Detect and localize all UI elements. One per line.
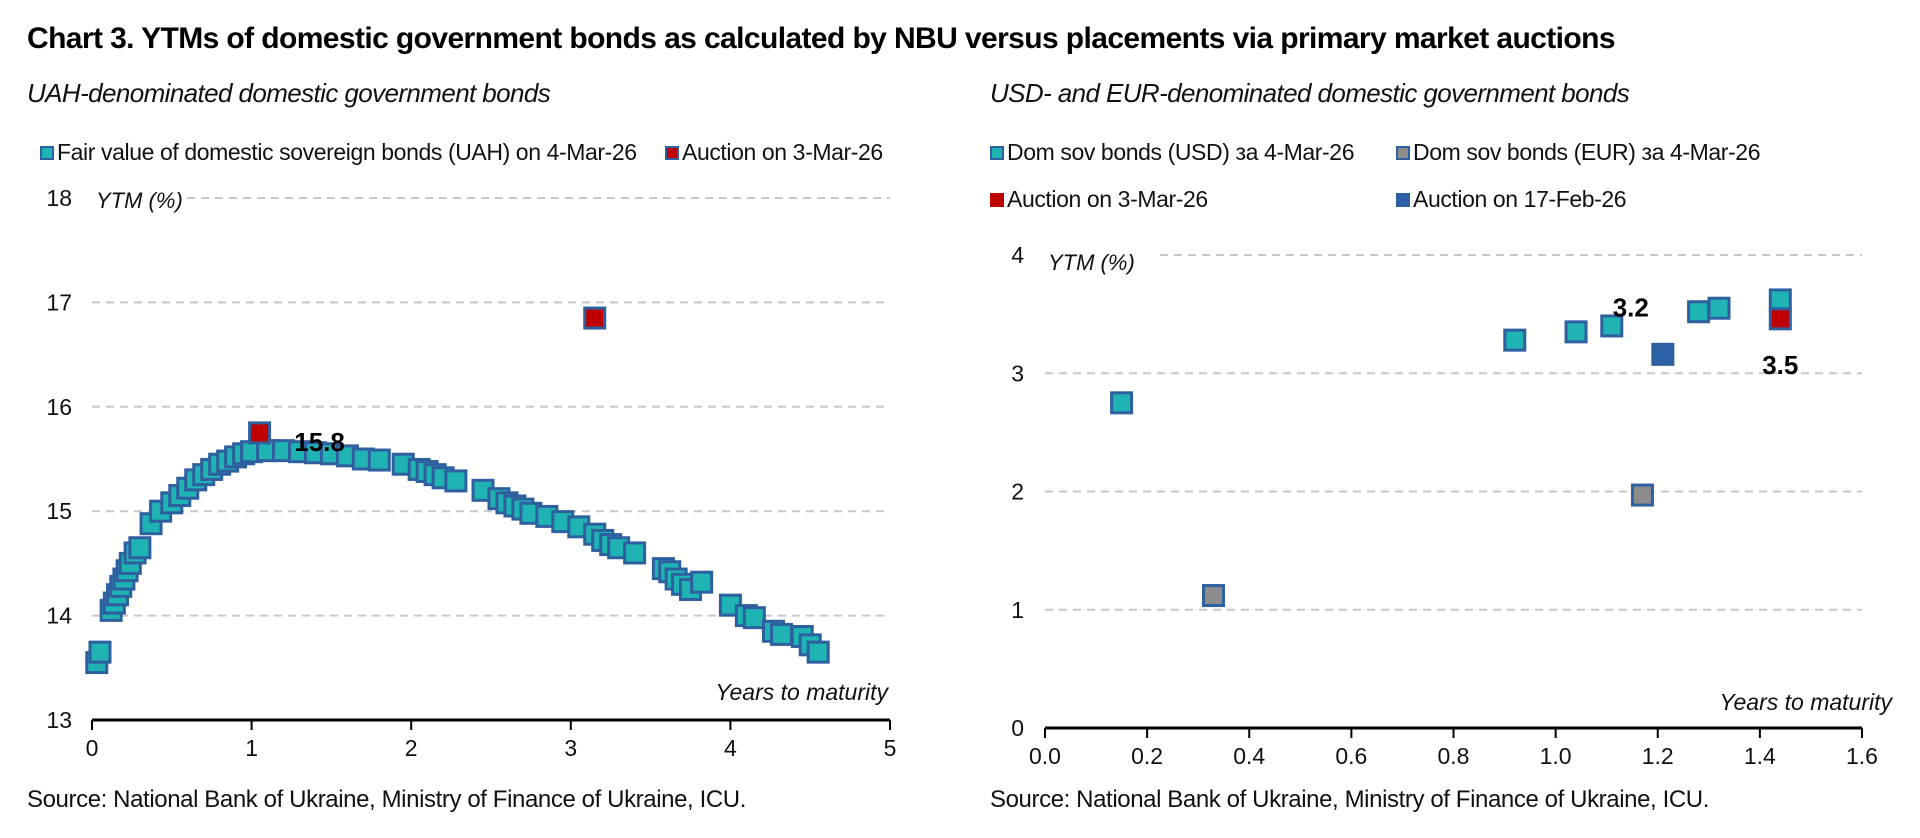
- right-legend-eur: Dom sov bonds (EUR) за 4-Mar-26: [1396, 139, 1760, 166]
- x-tick-label: 1.4: [1744, 743, 1776, 769]
- data-point-teal: [1600, 314, 1624, 338]
- data-point-teal: [742, 606, 766, 630]
- x-tick-label: 1.0: [1540, 743, 1572, 769]
- gray-square-icon: [1396, 145, 1410, 160]
- x-tick-label: 2: [405, 735, 418, 761]
- x-tick-label: 0.4: [1233, 743, 1265, 769]
- data-point-teal: [769, 622, 793, 646]
- right-legend-usd-label: Dom sov bonds (USD) за 4-Mar-26: [1007, 139, 1355, 165]
- y-tick-label: 14: [46, 603, 72, 629]
- left-legend-auction-label: Auction on 3-Mar-26: [682, 139, 883, 165]
- right-legend-auction-feb-label: Auction on 17-Feb-26: [1413, 186, 1627, 212]
- data-point-teal: [623, 541, 647, 565]
- left-legend-auction: Auction on 3-Mar-26: [665, 139, 883, 166]
- x-tick-label: 1: [245, 735, 258, 761]
- data-point-teal: [1503, 328, 1527, 352]
- right-legend-auction-mar-label: Auction on 3-Mar-26: [1007, 186, 1208, 212]
- y-tick-label: 3: [1011, 360, 1024, 386]
- right-legend-auction-feb: Auction on 17-Feb-26: [1396, 186, 1627, 213]
- red-square-icon: [990, 192, 1004, 207]
- y-axis-label: YTM (%): [1048, 250, 1135, 275]
- chart-uah-plot: 13 14 15 16 17 18 0 1 2 3 4 5 YTM (%) Years to maturi…: [46, 185, 896, 761]
- data-point-teal: [1564, 320, 1588, 344]
- x-axis-label: Years to maturity: [715, 679, 889, 705]
- y-tick-label: 15: [46, 498, 72, 524]
- x-tick-label: 5: [884, 735, 897, 761]
- data-point-teal: [806, 640, 830, 664]
- data-point-red: [583, 306, 607, 330]
- teal-square-icon: [990, 145, 1004, 160]
- data-point-teal: [1687, 300, 1711, 324]
- left-legend-fair-value-label: Fair value of domestic sovereign bonds (…: [57, 139, 637, 165]
- data-point-teal: [1768, 288, 1792, 312]
- data-point-gray: [1630, 483, 1654, 507]
- data-point-teal: [690, 570, 714, 594]
- data-point-teal: [1110, 391, 1134, 415]
- right-chart-source: Source: National Bank of Ukraine, Minist…: [990, 786, 1709, 813]
- x-tick-label: 3: [564, 735, 577, 761]
- y-tick-label: 17: [46, 289, 72, 315]
- data-label: 3.5: [1762, 350, 1798, 380]
- chart-title: Chart 3. YTMs of domestic government bon…: [27, 22, 1616, 55]
- red-square-icon: [665, 145, 679, 160]
- data-point-teal: [444, 469, 468, 493]
- x-tick-label: 0.2: [1131, 743, 1163, 769]
- y-tick-label: 18: [46, 185, 72, 211]
- left-chart-subtitle: UAH-denominated domestic government bond…: [27, 78, 551, 108]
- x-tick-label: 0.6: [1335, 743, 1367, 769]
- data-point-teal: [88, 640, 112, 664]
- y-tick-label: 13: [46, 707, 72, 733]
- y-tick-label: 2: [1011, 479, 1024, 505]
- data-point-red: [1768, 307, 1792, 331]
- data-label: 3.2: [1613, 292, 1649, 322]
- y-tick-label: 1: [1011, 597, 1024, 623]
- x-tick-label: 0: [86, 735, 99, 761]
- x-axis-label: Years to maturity: [1719, 689, 1893, 715]
- blue-square-icon: [1396, 192, 1410, 207]
- x-tick-label: 0.0: [1029, 743, 1061, 769]
- y-tick-label: 16: [46, 394, 72, 420]
- data-label: 15.8: [294, 427, 345, 457]
- right-legend-usd: Dom sov bonds (USD) за 4-Mar-26: [990, 139, 1354, 166]
- x-tick-label: 4: [724, 735, 737, 761]
- left-chart-source: Source: National Bank of Ukraine, Minist…: [27, 786, 746, 813]
- left-legend-fair-value: Fair value of domestic sovereign bonds (…: [40, 139, 637, 166]
- y-tick-label: 0: [1011, 715, 1024, 741]
- right-chart-subtitle: USD- and EUR-denominated domestic govern…: [990, 78, 1630, 108]
- data-point-teal: [1707, 296, 1731, 320]
- data-point-gray: [1202, 584, 1226, 608]
- right-legend-auction-mar: Auction on 3-Mar-26: [990, 186, 1208, 213]
- x-tick-label: 1.6: [1846, 743, 1878, 769]
- data-point-red: [248, 421, 272, 445]
- y-tick-label: 4: [1011, 242, 1024, 268]
- teal-square-icon: [40, 145, 54, 160]
- y-axis-label: YTM (%): [96, 188, 183, 213]
- x-tick-label: 1.2: [1642, 743, 1674, 769]
- data-point-blue: [1651, 342, 1675, 366]
- right-legend-eur-label: Dom sov bonds (EUR) за 4-Mar-26: [1413, 139, 1761, 165]
- data-point-teal: [128, 536, 152, 560]
- data-point-teal: [367, 448, 391, 472]
- chart-usd-eur-plot: 0 1 2 3 4 0.0 0.2 0.4 0.6 0.8 1.0 1.2 1.4 1.6 YTM (%) Y…: [1011, 242, 1893, 769]
- x-tick-label: 0.8: [1438, 743, 1470, 769]
